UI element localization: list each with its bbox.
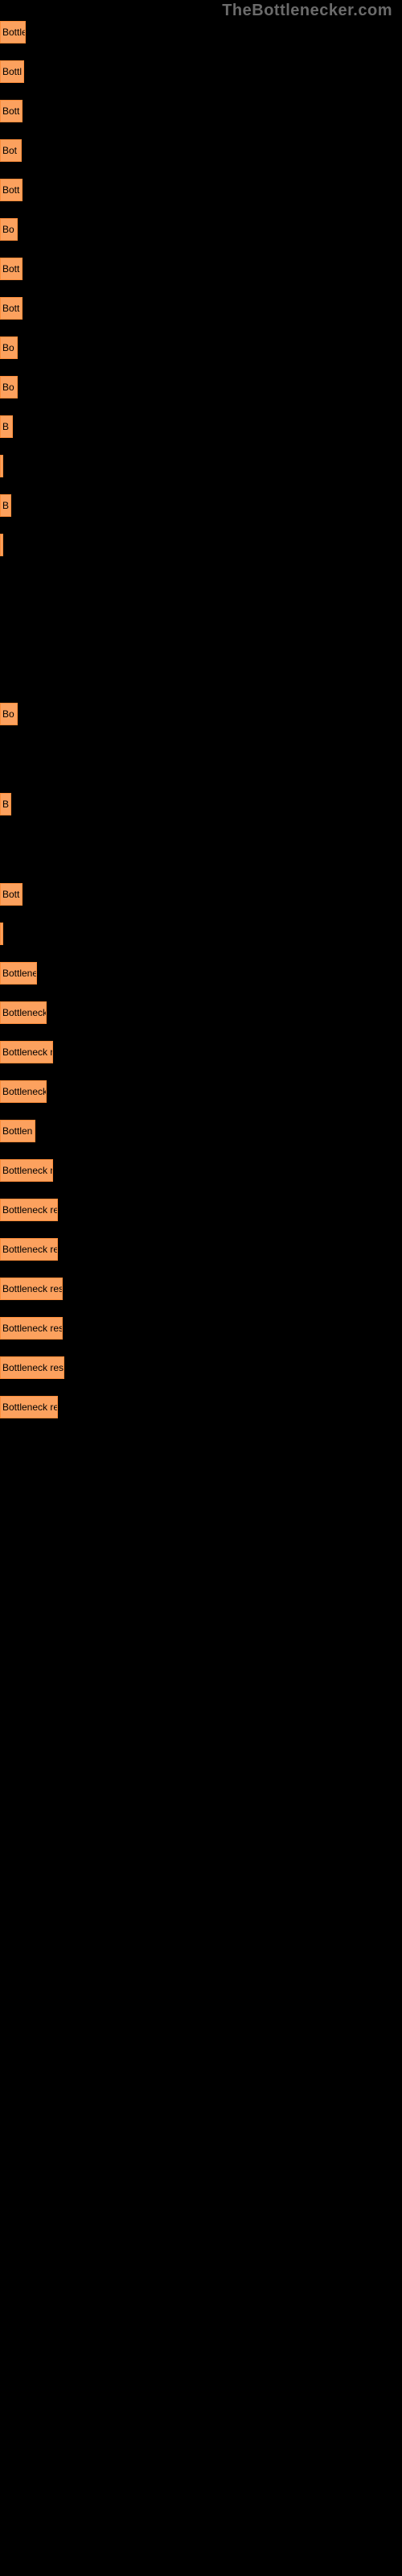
- bar-row: B: [0, 415, 402, 438]
- bar: B: [0, 793, 11, 815]
- bar-row: Bo: [0, 218, 402, 241]
- bar: Bo: [0, 336, 18, 359]
- bar-row: Bottleneck res: [0, 1356, 402, 1379]
- bar-row: Bottleneck: [0, 1080, 402, 1103]
- bar: Bott: [0, 883, 23, 906]
- bar-row: Bottle: [0, 21, 402, 43]
- bar: Bott: [0, 297, 23, 320]
- bar: Bott: [0, 100, 23, 122]
- bar-row: Bottlen: [0, 1120, 402, 1142]
- bar-row: [0, 923, 402, 945]
- bar-row: Bott: [0, 258, 402, 280]
- bar-row: Bottleneck re: [0, 1238, 402, 1261]
- bar: [0, 534, 3, 556]
- bar: [0, 455, 3, 477]
- bar: Bottleneck r: [0, 1159, 53, 1182]
- bar-row: Bott: [0, 100, 402, 122]
- bar: Bottlene: [0, 962, 37, 985]
- bar: Bottleneck re: [0, 1199, 58, 1221]
- bar: Bott: [0, 179, 23, 201]
- bar-row: [0, 455, 402, 477]
- bar: Bottleneck res: [0, 1278, 63, 1300]
- bar-row: Bottleneck re: [0, 1199, 402, 1221]
- bar: Bottleneck res: [0, 1317, 63, 1340]
- bar-row: Bottleneck re: [0, 1396, 402, 1418]
- bar: Bo: [0, 218, 18, 241]
- bar-row: Bo: [0, 336, 402, 359]
- bar-row: Bott: [0, 179, 402, 201]
- bar-row: Bottlene: [0, 962, 402, 985]
- watermark-text: TheBottlenecker.com: [222, 2, 392, 20]
- bar: Bo: [0, 703, 18, 725]
- bar-row: B: [0, 793, 402, 815]
- bar: B: [0, 415, 13, 438]
- bar-row: Bot: [0, 139, 402, 162]
- bar-chart: Bottle Bottl Bott Bot Bott Bo Bott Bott Bo Bo B B Bo…: [0, 21, 402, 1435]
- bar: [0, 923, 3, 945]
- bar: Bottlen: [0, 1120, 35, 1142]
- bar-row: Bo: [0, 703, 402, 725]
- bar: Bottleneck res: [0, 1356, 64, 1379]
- bar: Bottleneck: [0, 1080, 47, 1103]
- bar-row: Bott: [0, 883, 402, 906]
- bar-row: Bottleneck r: [0, 1159, 402, 1182]
- bar-row: [0, 534, 402, 556]
- bar: Bot: [0, 139, 22, 162]
- bar: Bottleneck: [0, 1001, 47, 1024]
- bar-row: Bottleneck r: [0, 1041, 402, 1063]
- bar: Bottl: [0, 60, 24, 83]
- bar: Bottleneck re: [0, 1396, 58, 1418]
- bar-row: Bott: [0, 297, 402, 320]
- bar: Bottleneck r: [0, 1041, 53, 1063]
- bar-row: B: [0, 494, 402, 517]
- bar-row: Bo: [0, 376, 402, 398]
- bar: Bo: [0, 376, 18, 398]
- bar-row: Bottleneck res: [0, 1317, 402, 1340]
- bar: Bottle: [0, 21, 26, 43]
- bar-row: Bottleneck res: [0, 1278, 402, 1300]
- bar-row: Bottl: [0, 60, 402, 83]
- bar: Bott: [0, 258, 23, 280]
- bar: B: [0, 494, 11, 517]
- bar-row: Bottleneck: [0, 1001, 402, 1024]
- bar: Bottleneck re: [0, 1238, 58, 1261]
